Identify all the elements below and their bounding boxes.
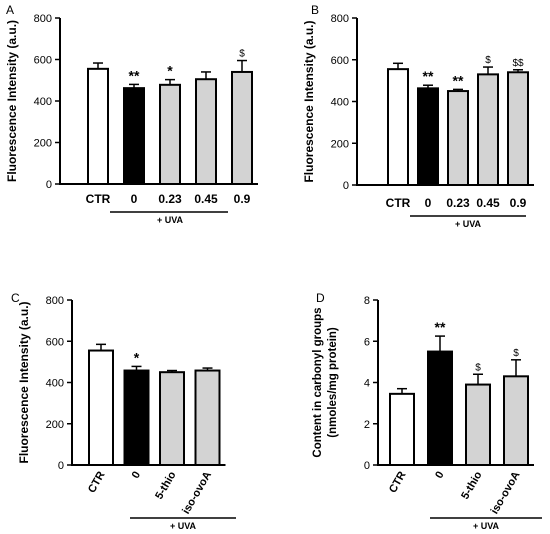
panel-a-significance: ** <box>129 67 140 83</box>
panel-a-bar <box>87 67 109 185</box>
panel-a-ytick-label: 0 <box>46 179 52 191</box>
panel-d-significance: ** <box>435 319 446 335</box>
panel-c-bar <box>123 369 150 467</box>
panel-a-bar <box>123 87 145 185</box>
panel-d-group-label: + UVA <box>473 521 500 531</box>
panel-d-category-label: CTR <box>387 469 409 495</box>
panel-d-bar <box>427 350 453 466</box>
panel-b-ytick-label: 0 <box>343 180 349 192</box>
panel-b-bar <box>507 71 529 186</box>
panel-c-ytick-label: 800 <box>46 295 64 307</box>
panel-a-ytick-label: 800 <box>34 13 52 25</box>
panel-a-category-label: 0 <box>131 192 138 206</box>
panel-d-ytick-label: 8 <box>364 295 370 307</box>
panel-d-category-label: 5-thio <box>459 469 485 501</box>
panel-b-category-label: 0 <box>425 196 432 210</box>
panel-c-category-label: CTR <box>86 469 108 495</box>
panel-a-bar <box>231 70 253 185</box>
panel-b-bar <box>447 90 469 186</box>
panel-c-significance: * <box>134 349 140 365</box>
panel-b-group-label: + UVA <box>455 219 482 229</box>
panel-a-ytick-label: 600 <box>34 55 52 67</box>
panel-b-category-label: CTR <box>386 196 411 210</box>
panel-d-ytick-label: 2 <box>364 419 370 431</box>
panel-a-significance: * <box>167 63 173 79</box>
panel-a-category-label: 0.45 <box>194 192 218 206</box>
panel-d-bar <box>503 375 529 466</box>
panel-c-ytick-label: 0 <box>58 460 64 472</box>
panel-b-ytick-label: 200 <box>331 138 349 150</box>
panel-a-category-label: 0.23 <box>158 192 182 206</box>
panel-d-category-label: 0 <box>433 470 446 481</box>
panel-b-ylabel: Fluorescence Intensity (a.u.) <box>302 20 316 182</box>
panel-c-category-label: 5-thio <box>153 469 179 501</box>
panel-d-letter: D <box>316 291 325 305</box>
panel-c-letter: C <box>11 291 20 305</box>
panel-a-bar <box>159 83 181 185</box>
panel-c-bar <box>159 371 185 466</box>
panel-c-ytick-label: 200 <box>46 419 64 431</box>
panel-a-category-label: 0.9 <box>234 192 251 206</box>
panel-b-category-label: 0.23 <box>446 196 470 210</box>
panel-c-ytick-label: 400 <box>46 378 64 390</box>
panel-b-significance: $ <box>485 55 491 66</box>
panel-a-category-label: CTR <box>86 192 111 206</box>
panel-d-ytick-label: 4 <box>364 378 370 390</box>
panel-b-bar <box>477 73 499 186</box>
panel-d-bar <box>389 392 415 466</box>
panel-d-category-label: iso-ovoA <box>489 469 523 516</box>
panel-c-group-label: + UVA <box>170 521 197 531</box>
panel-a-ytick-label: 400 <box>34 96 52 108</box>
panel-a-ytick-label: 200 <box>34 138 52 150</box>
panel-a-group-label: + UVA <box>157 215 184 225</box>
panel-d-significance: $ <box>513 348 519 359</box>
panel-b-bar <box>387 68 409 186</box>
panel-a-bar <box>195 78 217 185</box>
panel-b-category-label: 0.9 <box>510 196 527 210</box>
panel-d-bar <box>465 383 491 466</box>
panel-b-significance: $$ <box>512 58 524 69</box>
panel-d-ytick-label: 0 <box>364 460 370 472</box>
panel-d-significance: $ <box>475 362 481 373</box>
panel-b-bar <box>417 87 439 186</box>
panel-c-bar <box>88 349 114 466</box>
panel-b-letter: B <box>311 3 319 17</box>
panel-a-letter: A <box>6 3 14 17</box>
panel-b-ytick-label: 400 <box>331 97 349 109</box>
panel-c-ylabel: Fluorescence Intensity (a.u.) <box>17 301 31 463</box>
panel-c-bar <box>194 369 221 467</box>
panel-c-category-label: iso-ovoA <box>180 469 214 516</box>
panel-c-ytick-label: 600 <box>46 336 64 348</box>
panel-b-category-label: 0.45 <box>476 196 500 210</box>
panel-b-ytick-label: 800 <box>331 13 349 25</box>
panel-c-category-label: 0 <box>130 470 143 481</box>
panel-d-ylabel-line: (nmoles/mg protein) <box>327 327 339 438</box>
panel-b-significance: ** <box>423 68 434 84</box>
panel-b-significance: ** <box>453 72 464 88</box>
panel-a-significance: $ <box>239 49 245 60</box>
panel-b-ytick-label: 600 <box>331 55 349 67</box>
panel-a-ylabel: Fluorescence Intensity (a.u.) <box>5 20 19 182</box>
panel-d-ylabel-line: Content in carbonyl groups <box>312 307 324 457</box>
panel-d-ytick-label: 6 <box>364 336 370 348</box>
